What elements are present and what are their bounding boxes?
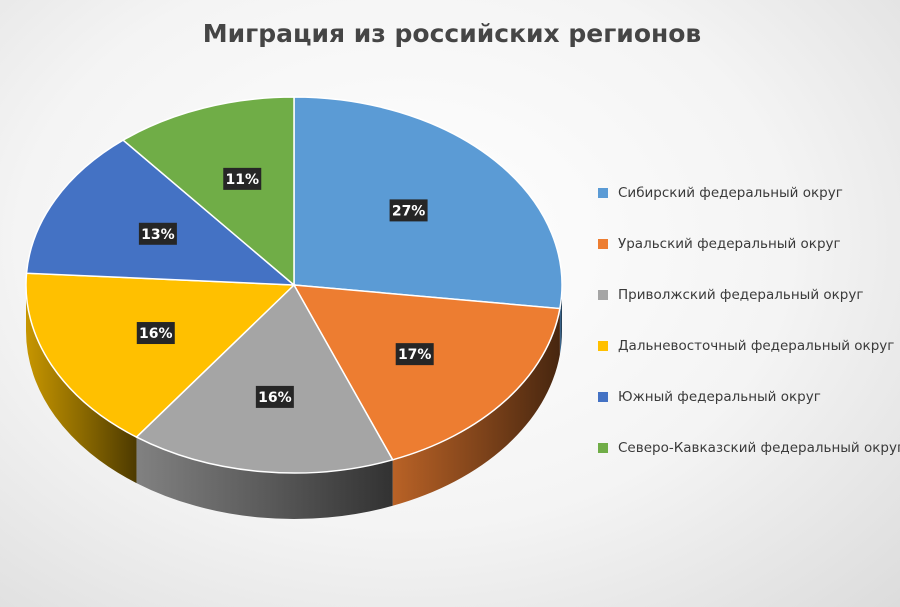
svg-text:27%: 27% — [392, 203, 426, 219]
legend-swatch — [598, 443, 608, 453]
pie-data-label-0: 27% — [389, 199, 428, 222]
pie-side-1 — [392, 308, 560, 506]
legend-item-2: Приволжский федеральный округ — [598, 287, 863, 303]
legend-swatch — [598, 341, 608, 351]
pie-slice-2 — [135, 283, 394, 474]
legend-swatch — [598, 239, 608, 249]
legend-label: Приволжский федеральный округ — [618, 287, 863, 303]
svg-text:16%: 16% — [258, 390, 292, 406]
legend: Сибирский федеральный округ Уральский фед… — [598, 185, 900, 456]
legend-item-4: Южный федеральный округ — [598, 389, 821, 405]
pie-data-label-5: 11% — [223, 167, 262, 190]
pie-data-label-1: 17% — [395, 343, 434, 366]
pie-data-label-2: 16% — [255, 385, 294, 408]
svg-text:11%: 11% — [225, 172, 259, 188]
pie-slice-0 — [293, 96, 563, 310]
pie-slice-3 — [25, 272, 296, 439]
pie-slice-1 — [292, 284, 561, 461]
legend-label: Уральский федеральный округ — [618, 236, 841, 252]
legend-swatch — [598, 188, 608, 198]
legend-label: Северо-Кавказский федеральный округ — [618, 440, 900, 456]
pie-data-label-4: 13% — [138, 222, 177, 245]
legend-item-1: Уральский федеральный округ — [598, 236, 841, 252]
pie-side-3 — [26, 285, 137, 484]
legend-label: Южный федеральный округ — [618, 389, 821, 405]
pie-side-2 — [136, 437, 393, 519]
legend-swatch — [598, 392, 608, 402]
pie-labels: 27% 17% 16% 16% 13% 11% — [136, 167, 434, 408]
pie-top — [25, 96, 563, 474]
pie-slice-5 — [121, 96, 295, 287]
pie-slice-4 — [25, 139, 297, 286]
legend-label: Сибирский федеральный округ — [618, 185, 843, 201]
chart-title: Миграция из российских регионов — [203, 19, 702, 48]
legend-label: Дальневосточный федеральный округ — [618, 338, 894, 354]
svg-text:16%: 16% — [139, 326, 173, 342]
legend-item-5: Северо-Кавказский федеральный округ — [598, 440, 900, 456]
pie-data-label-3: 16% — [136, 322, 175, 345]
svg-text:13%: 13% — [141, 227, 175, 243]
legend-item-3: Дальневосточный федеральный округ — [598, 338, 894, 354]
legend-item-0: Сибирский федеральный округ — [598, 185, 843, 201]
legend-swatch — [598, 290, 608, 300]
svg-text:17%: 17% — [398, 347, 432, 363]
